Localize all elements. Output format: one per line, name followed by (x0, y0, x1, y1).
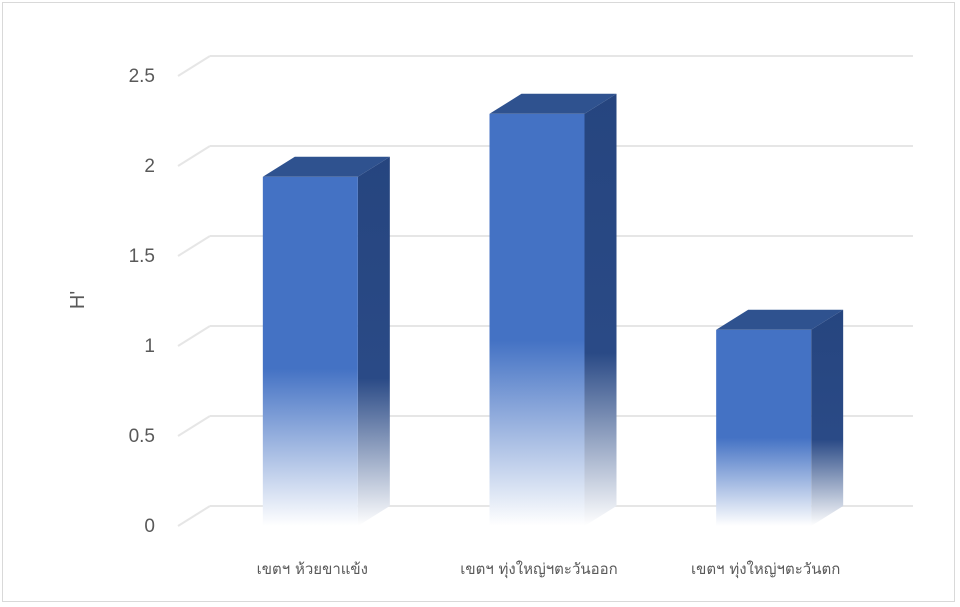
bar-side (357, 156, 390, 527)
gridline-depth (177, 55, 211, 77)
x-category-label: เขตฯ ทุ่งใหญ่ฯตะวันตก (691, 560, 840, 579)
y-tick-label: 1 (144, 336, 155, 357)
bar-top (489, 93, 617, 114)
y-tick-label: 0 (144, 516, 155, 537)
bar-front (489, 113, 585, 527)
bar-front (716, 329, 812, 526)
gridline-depth (177, 145, 211, 167)
bar (262, 156, 390, 527)
y-tick-label: 2 (144, 156, 155, 177)
gridline-depth (177, 415, 211, 437)
bar-side (811, 309, 844, 526)
bars (262, 93, 844, 527)
y-tick-label: 0.5 (129, 426, 155, 447)
bar (489, 93, 617, 527)
x-category-label: เขตฯ ทุ่งใหญ่ฯตะวันออก (460, 560, 618, 579)
x-category-label: เขตฯ ห้วยขาแข้ง (257, 560, 368, 578)
bar-front (262, 176, 358, 527)
y-axis-ticks: 0 0.5 1 1.5 2 2.5 (129, 66, 155, 537)
y-axis-label: H' (67, 291, 89, 309)
gridline-depth (177, 505, 211, 527)
bar (716, 309, 844, 526)
x-axis-categories: เขตฯ ห้วยขาแข้ง เขตฯ ทุ่งใหญ่ฯตะวันออก เขต… (257, 560, 841, 579)
bar-top (716, 309, 844, 330)
y-tick-label: 2.5 (129, 66, 155, 87)
bar-top (262, 156, 390, 177)
gridline-depth (177, 235, 211, 257)
y-tick-label: 1.5 (129, 246, 155, 267)
bar-side (584, 93, 617, 527)
gridline-depth (177, 325, 211, 347)
